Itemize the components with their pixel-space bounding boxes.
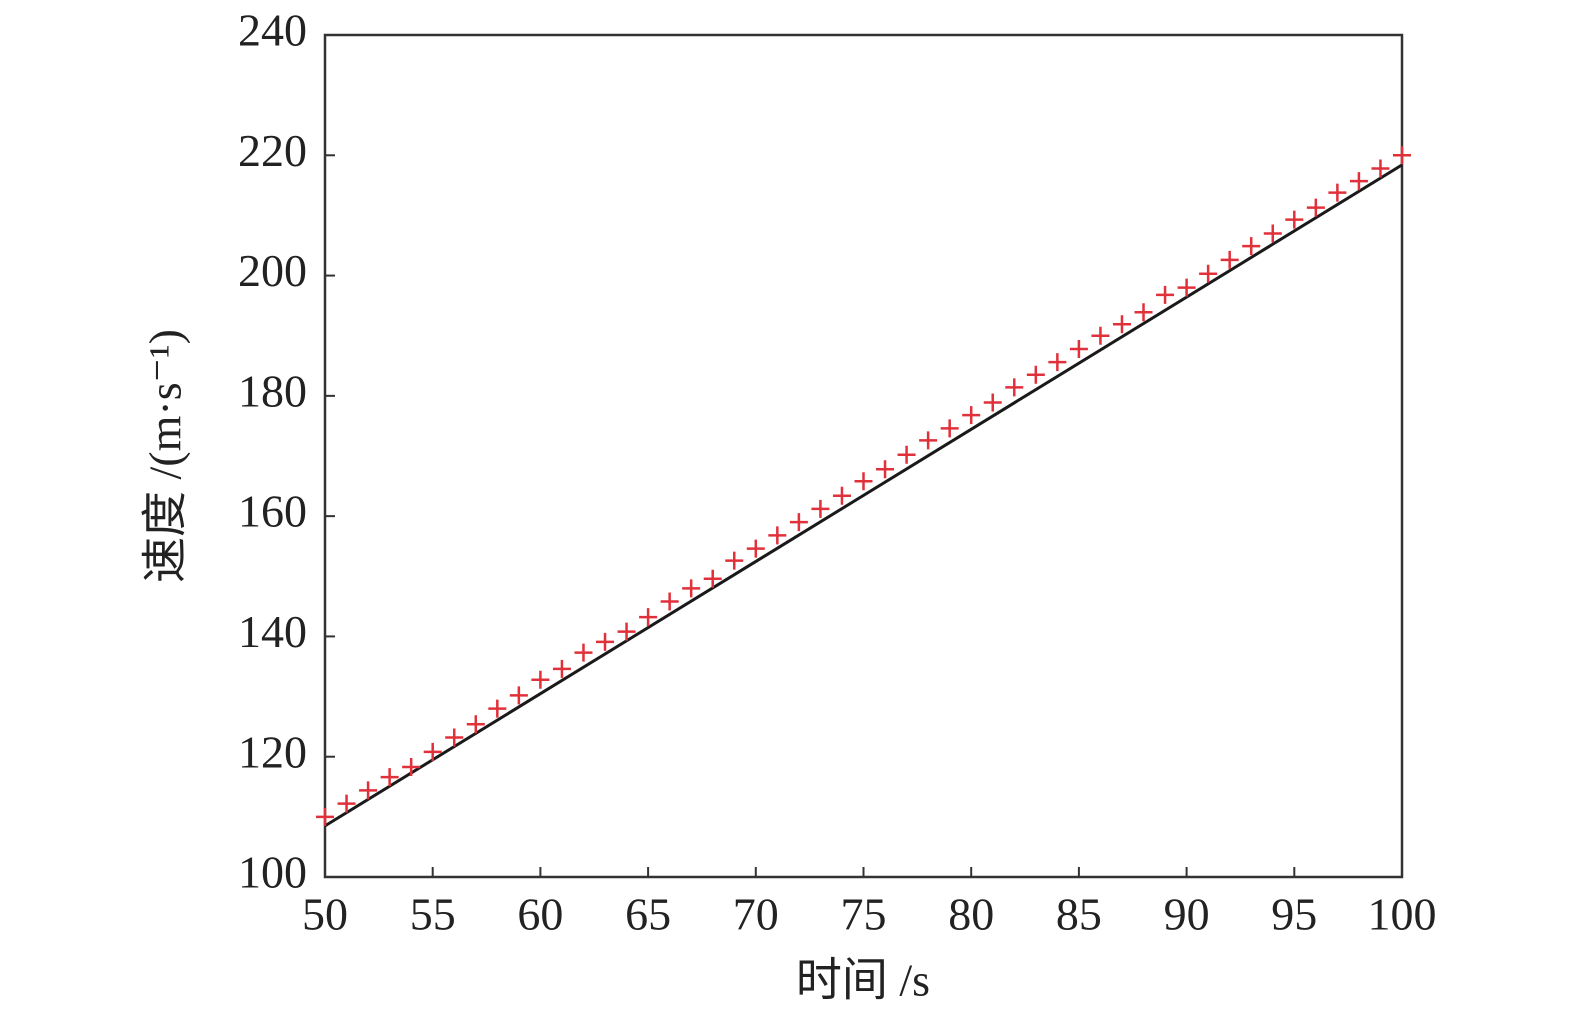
data-point [445, 728, 464, 747]
data-point [488, 699, 507, 718]
data-point [1371, 159, 1390, 178]
x-tick-label: 100 [1368, 889, 1437, 940]
data-point [1220, 250, 1239, 269]
x-tick-label: 55 [410, 889, 456, 940]
data-point [1069, 339, 1088, 358]
data-point [811, 499, 830, 518]
x-tick-label: 65 [625, 889, 671, 940]
data-point [617, 622, 636, 641]
data-point [423, 742, 442, 761]
data-point [359, 781, 378, 800]
x-axis-label: 时间 /s [796, 955, 930, 1006]
data-point [1328, 183, 1347, 202]
data-point [725, 551, 744, 570]
data-point [337, 794, 356, 813]
data-point [789, 513, 808, 532]
data-point [316, 807, 334, 826]
data-point [1393, 146, 1411, 165]
y-tick-label: 140 [238, 606, 307, 657]
data-point [854, 472, 873, 491]
data-point [1349, 172, 1368, 191]
x-tick-label: 60 [517, 889, 563, 940]
data-point [1156, 285, 1175, 304]
data-point [1026, 365, 1045, 384]
data-point [1242, 237, 1261, 256]
data-point [682, 579, 701, 598]
data-point [1005, 378, 1024, 397]
y-tick-label: 100 [238, 847, 307, 898]
y-tick-label: 160 [238, 486, 307, 537]
x-tick-label: 80 [948, 889, 994, 940]
data-point [1177, 278, 1196, 297]
data-point [1306, 198, 1325, 217]
data-point [832, 486, 851, 505]
data-point [1134, 303, 1153, 322]
data-point [876, 460, 895, 479]
data-point [552, 659, 571, 678]
data-point [531, 670, 550, 689]
x-tick-label: 75 [841, 889, 887, 940]
y-tick-label: 220 [238, 125, 307, 176]
y-axis-label: 速度 /(m·s⁻¹) [140, 329, 191, 583]
y-tick-label: 200 [238, 245, 307, 296]
y-tick-label: 180 [238, 365, 307, 416]
data-point [639, 608, 658, 627]
data-point [962, 406, 981, 425]
plot-frame [323, 33, 1404, 879]
data-point [574, 643, 593, 662]
y-tick-label: 240 [238, 5, 307, 56]
y-tick-label: 120 [238, 726, 307, 777]
data-point [1091, 326, 1110, 345]
x-tick-label: 90 [1164, 889, 1210, 940]
data-point [380, 768, 399, 787]
data-point [1285, 210, 1304, 229]
data-point [1048, 353, 1067, 372]
data-point [746, 539, 765, 558]
data-point [703, 569, 722, 588]
data-point [897, 445, 916, 464]
data-point [660, 592, 679, 611]
x-tick-label: 85 [1056, 889, 1102, 940]
data-point [596, 632, 615, 651]
data-point [1263, 224, 1282, 243]
x-tick-label: 70 [733, 889, 779, 940]
x-tick-label: 50 [302, 889, 348, 940]
data-point [509, 686, 528, 705]
data-point [919, 431, 938, 450]
data-point [940, 419, 959, 438]
data-point [768, 526, 787, 545]
data-point [466, 715, 485, 734]
data-point [1112, 315, 1131, 334]
x-tick-label: 95 [1271, 889, 1317, 940]
data-point [983, 393, 1002, 412]
data-point [1199, 264, 1218, 283]
data-point [402, 757, 421, 776]
fit-line [324, 163, 1403, 828]
